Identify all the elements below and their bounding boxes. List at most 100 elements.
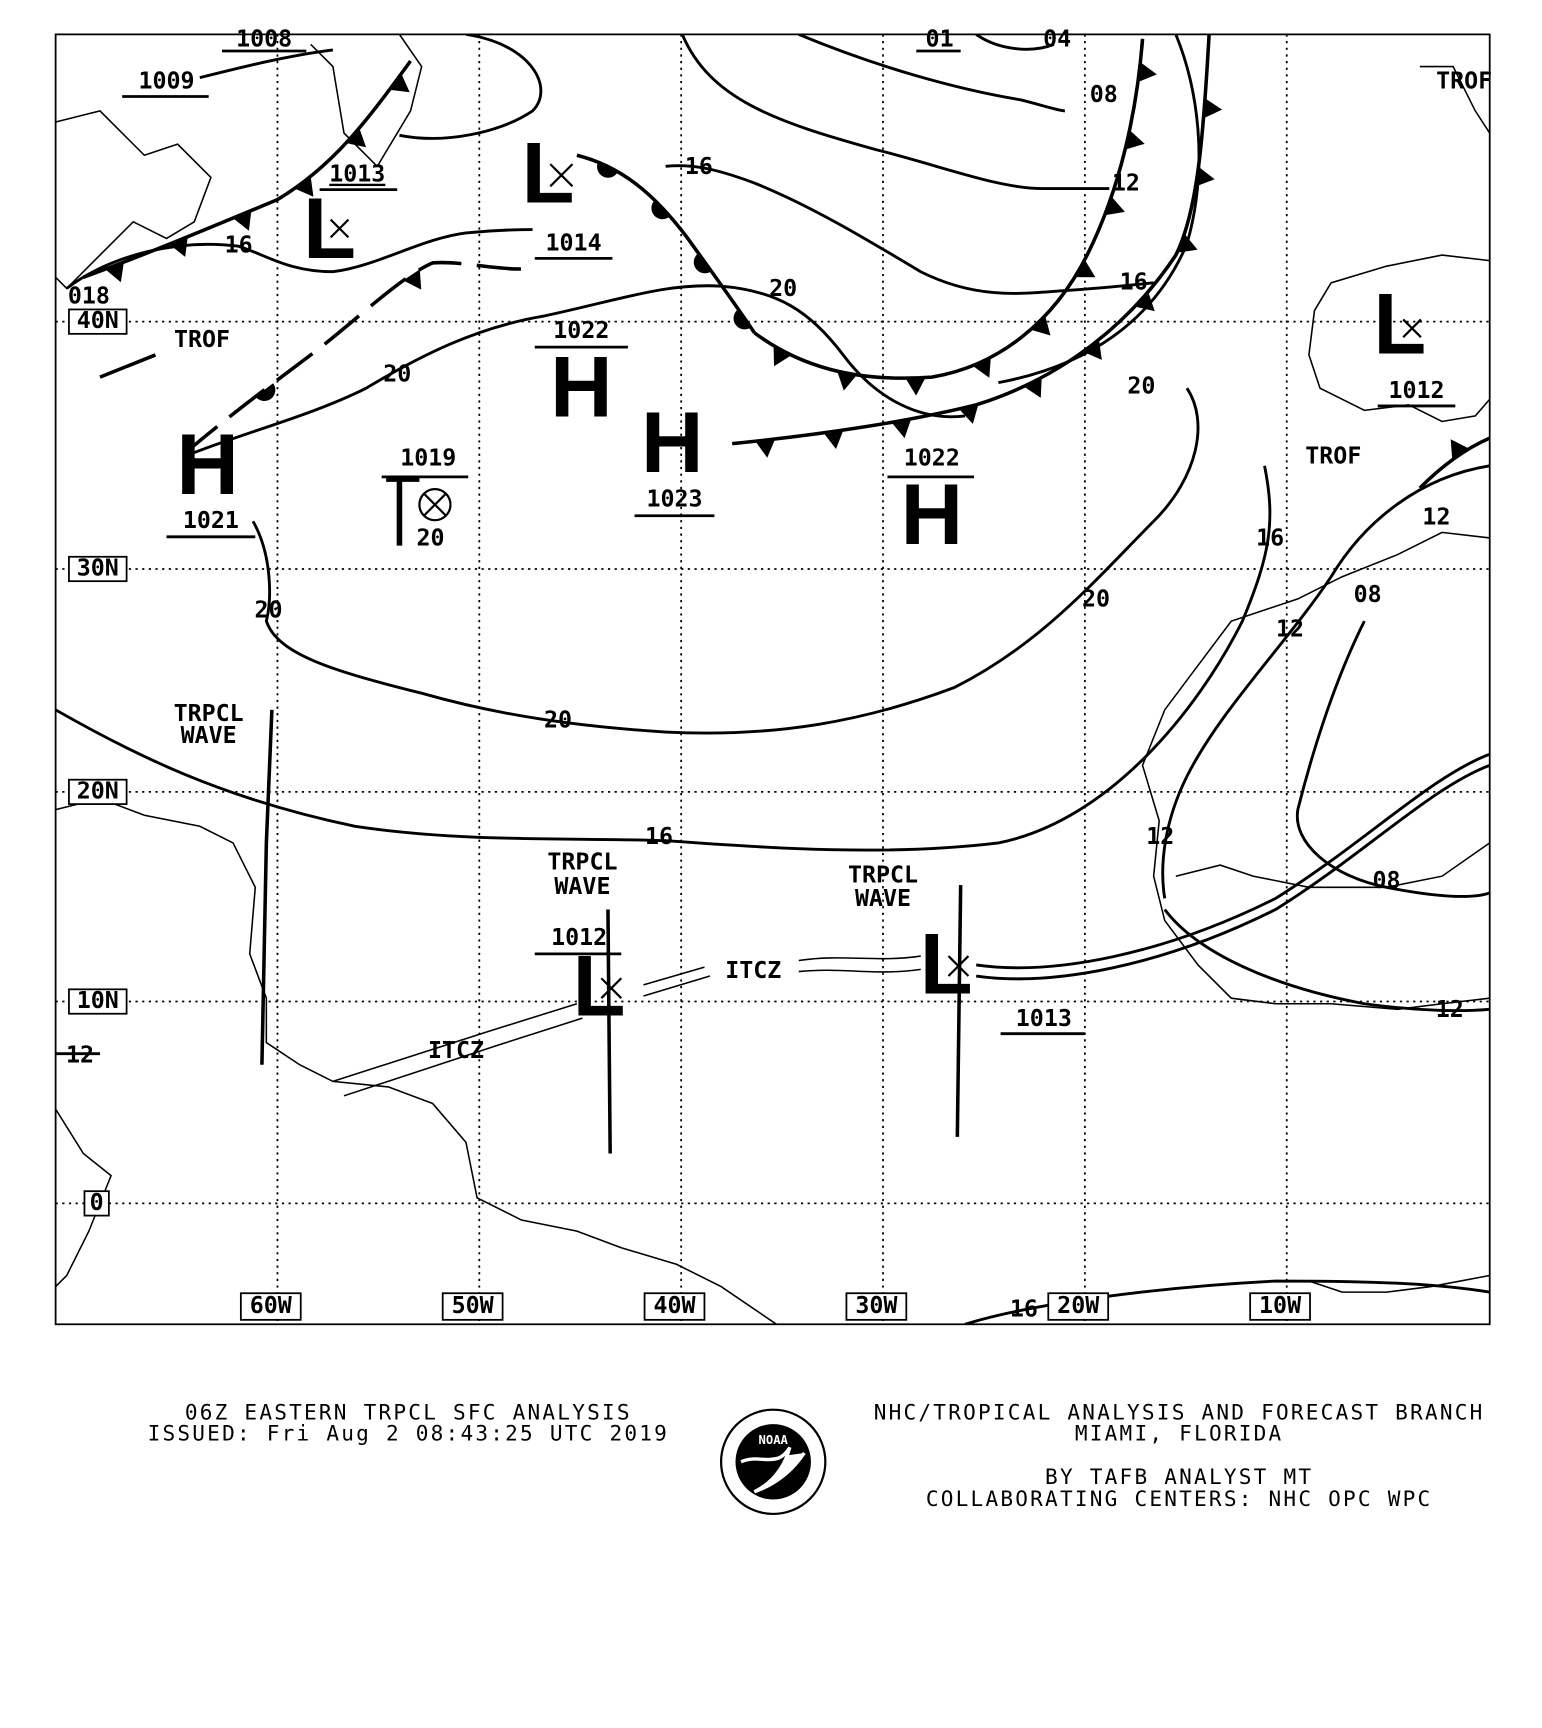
pressure-value: 1014: [546, 230, 602, 257]
isobar-label: 16: [685, 153, 713, 180]
isobar-label: 12: [1276, 615, 1304, 642]
agency-location: MIAMI, FLORIDA: [1075, 1421, 1284, 1446]
cold-front-triangle: [1137, 62, 1157, 83]
trough-label: TROF: [174, 326, 230, 353]
front-symbols: [105, 62, 1469, 460]
edge-pressure-labels: 1008 1009 01 04 018: [68, 25, 1071, 309]
cold-front-triangle: [1083, 339, 1102, 360]
lat-label: 30N: [77, 554, 119, 581]
isobar-label: 12: [1436, 996, 1464, 1023]
agency-name: NHC/TROPICAL ANALYSIS AND FORECAST BRANC…: [874, 1400, 1485, 1425]
isobar-label: 20: [769, 275, 797, 302]
cold-front-triangle: [1030, 315, 1051, 336]
low-center-symbol: L: [920, 916, 973, 1012]
analyst: BY TAFB ANALYST MT: [1045, 1464, 1313, 1489]
warm-front-semicircle: [597, 161, 619, 178]
tropical-waves: [260, 709, 963, 1154]
cold-front-triangle: [755, 439, 776, 458]
trough-label: TROF: [1305, 442, 1361, 469]
pressure-value: 1009: [138, 68, 194, 95]
pressure-value: 1022: [904, 445, 960, 472]
isobar-label: 16: [225, 232, 253, 259]
cold-front-triangle: [837, 371, 857, 391]
issued-time: ISSUED: Fri Aug 2 08:43:25 UTC 2019: [148, 1421, 669, 1446]
tropical-wave-label: TRPCL: [174, 700, 244, 727]
cold-front-triangle: [232, 210, 252, 231]
pressure-value: 01: [926, 25, 954, 52]
isobar-labels: 08 12 16 16 16 20 20 20 20 20 20 20 16 1…: [66, 81, 1464, 1322]
pressure-value: 1012: [551, 924, 607, 951]
lat-label: 40N: [77, 307, 119, 334]
pressure-value: 1019: [400, 445, 456, 472]
cold-front-triangle: [1195, 166, 1215, 187]
cold-front-triangle: [105, 262, 124, 283]
cold-front-triangle: [294, 176, 314, 197]
isobar-label: 12: [66, 1041, 94, 1068]
tropical-wave-label: TRPCL: [547, 848, 617, 875]
isobar-label: 12: [1112, 170, 1140, 197]
map-frame: [54, 33, 1491, 1326]
cold-front-triangle: [972, 357, 991, 378]
isobar-label: 16: [1256, 525, 1284, 552]
low-center-symbol: L: [303, 181, 356, 277]
isobar-label: 20: [544, 706, 572, 733]
trough-label: TROF: [1436, 68, 1492, 95]
isobar-label: 20: [416, 525, 444, 552]
warm-front-semicircle: [651, 200, 671, 220]
noaa-logo-text: NOAA: [759, 1433, 789, 1447]
cold-front-triangle: [905, 377, 926, 396]
cold-front-triangle: [1177, 234, 1198, 253]
isobar-label: 20: [255, 597, 283, 624]
tropical-wave-label: WAVE: [181, 722, 237, 749]
isobar-label: 12: [1422, 503, 1450, 530]
lat-label: 0: [90, 1189, 104, 1216]
footer: 06Z EASTERN TRPCL SFC ANALYSIS ISSUED: F…: [148, 1400, 1485, 1516]
lon-label: 10W: [1259, 1292, 1302, 1319]
cold-front-triangle: [1134, 291, 1155, 312]
cold-front-triangle: [1104, 196, 1125, 216]
cold-front-triangle: [958, 404, 979, 424]
lon-label: 40W: [653, 1292, 696, 1319]
collaborating-centers: COLLABORATING CENTERS: NHC OPC WPC: [926, 1486, 1433, 1511]
pressure-value: 018: [68, 283, 110, 310]
cold-front-triangle: [1125, 130, 1145, 150]
pressure-value: 1012: [1388, 377, 1444, 404]
cold-front-triangle: [1450, 439, 1469, 460]
pressure-value: 1022: [553, 317, 609, 344]
isobar-label: 08: [1090, 81, 1118, 108]
tropical-wave-label: TRPCL: [848, 862, 918, 889]
cold-front-triangle: [1074, 259, 1096, 278]
isobar-label: 08: [1354, 581, 1382, 608]
warm-front-semicircle: [733, 309, 751, 330]
isobars: [55, 34, 1490, 1325]
cold-front-triangle: [773, 345, 792, 367]
fronts: [82, 34, 1490, 490]
high-center-symbol: H: [550, 340, 612, 436]
tropical-wave-label: WAVE: [855, 885, 911, 912]
high-center-symbol: H: [176, 417, 238, 513]
itcz-bands: [332, 955, 921, 1097]
pressure-value: 04: [1043, 25, 1071, 52]
center-markers: [329, 163, 1422, 999]
lat-label: 10N: [77, 987, 119, 1014]
lat-label: 20N: [77, 777, 119, 804]
lon-label: 50W: [452, 1292, 495, 1319]
feature-labels: TROF TROF TROF TRPCL WAVE TRPCL WAVE TRP…: [174, 68, 1493, 1064]
high-center-symbol: H: [641, 395, 703, 491]
cold-front-triangle: [389, 73, 410, 93]
pressure-value: 1021: [183, 507, 239, 534]
pressure-value: 1013: [1016, 1005, 1072, 1032]
grid-labels: 40N 30N 20N 10N 0 60W 50W 40W 30W 20W 10…: [68, 307, 1311, 1321]
pressure-centers: L 1013 L 1014 L 1012 H 1022 H 1023 H 102…: [122, 49, 1456, 1036]
isobar-label: 16: [645, 823, 673, 850]
noaa-logo: NOAA: [719, 1408, 827, 1516]
isobar-label: 20: [383, 360, 411, 387]
warm-front-semicircle: [693, 253, 712, 274]
cold-front-triangle: [403, 269, 422, 290]
warm-front-semicircle: [255, 383, 276, 402]
itcz-label: ITCZ: [428, 1037, 484, 1064]
cold-front-triangle: [1203, 98, 1223, 119]
pressure-value: 1013: [329, 161, 385, 188]
tropical-wave-label: WAVE: [554, 873, 610, 900]
